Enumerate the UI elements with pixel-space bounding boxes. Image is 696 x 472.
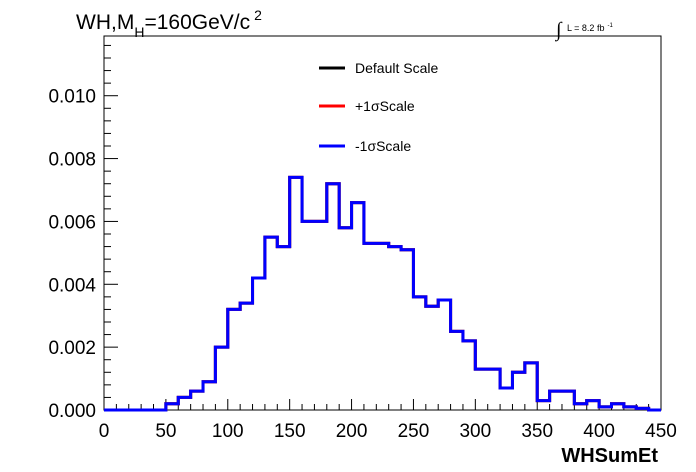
legend: Default Scale +1σScale -1σScale [319, 60, 438, 154]
x-axis-tick-labels: 0 50 100 150 200 250 300 350 400 450 [99, 421, 677, 442]
plot-frame [103, 35, 662, 411]
series-line-2 [104, 175, 661, 412]
y-axis-tick-labels: 0.000 0.002 0.004 0.006 0.008 0.010 [48, 87, 96, 422]
luminosity-integral-sign: ∫ [554, 19, 563, 42]
x-tick-label: 0 [99, 421, 110, 442]
x-tick-label: 400 [583, 421, 615, 442]
x-tick-label: 150 [274, 421, 306, 442]
y-tick-label: 0.008 [48, 150, 96, 171]
legend-label: Default Scale [355, 60, 438, 76]
x-tick-label: 50 [155, 421, 176, 442]
y-tick-label: 0.000 [48, 401, 96, 422]
x-tick-label: 250 [398, 421, 430, 442]
chart-title-value: =160GeV/c [144, 11, 250, 34]
x-tick-label: 200 [336, 421, 368, 442]
legend-label: +1σScale [355, 98, 415, 114]
luminosity-label: L = 8.2 fb -1 [567, 23, 613, 33]
chart-title: WH,MH=160GeV/c 2 [76, 7, 262, 40]
y-tick-label: 0.006 [48, 212, 96, 233]
x-tick-label: 100 [212, 421, 244, 442]
y-tick-label: 0.002 [48, 338, 96, 359]
x-axis-title: WHSumEt [561, 445, 658, 467]
x-tick-label: 450 [645, 421, 677, 442]
x-tick-label: 300 [459, 421, 491, 442]
luminosity-value: L = 8.2 fb [567, 23, 604, 33]
chart-title-prefix: WH,M [76, 11, 134, 34]
x-tick-label: 350 [521, 421, 553, 442]
y-tick-label: 0.004 [48, 275, 96, 296]
y-tick-label: 0.010 [48, 87, 96, 108]
chart-title-superscript: 2 [254, 7, 262, 23]
luminosity-superscript: -1 [607, 23, 613, 29]
series-group [104, 175, 661, 412]
legend-label: -1σScale [355, 138, 411, 154]
chart-title-subscript: H [134, 24, 144, 40]
